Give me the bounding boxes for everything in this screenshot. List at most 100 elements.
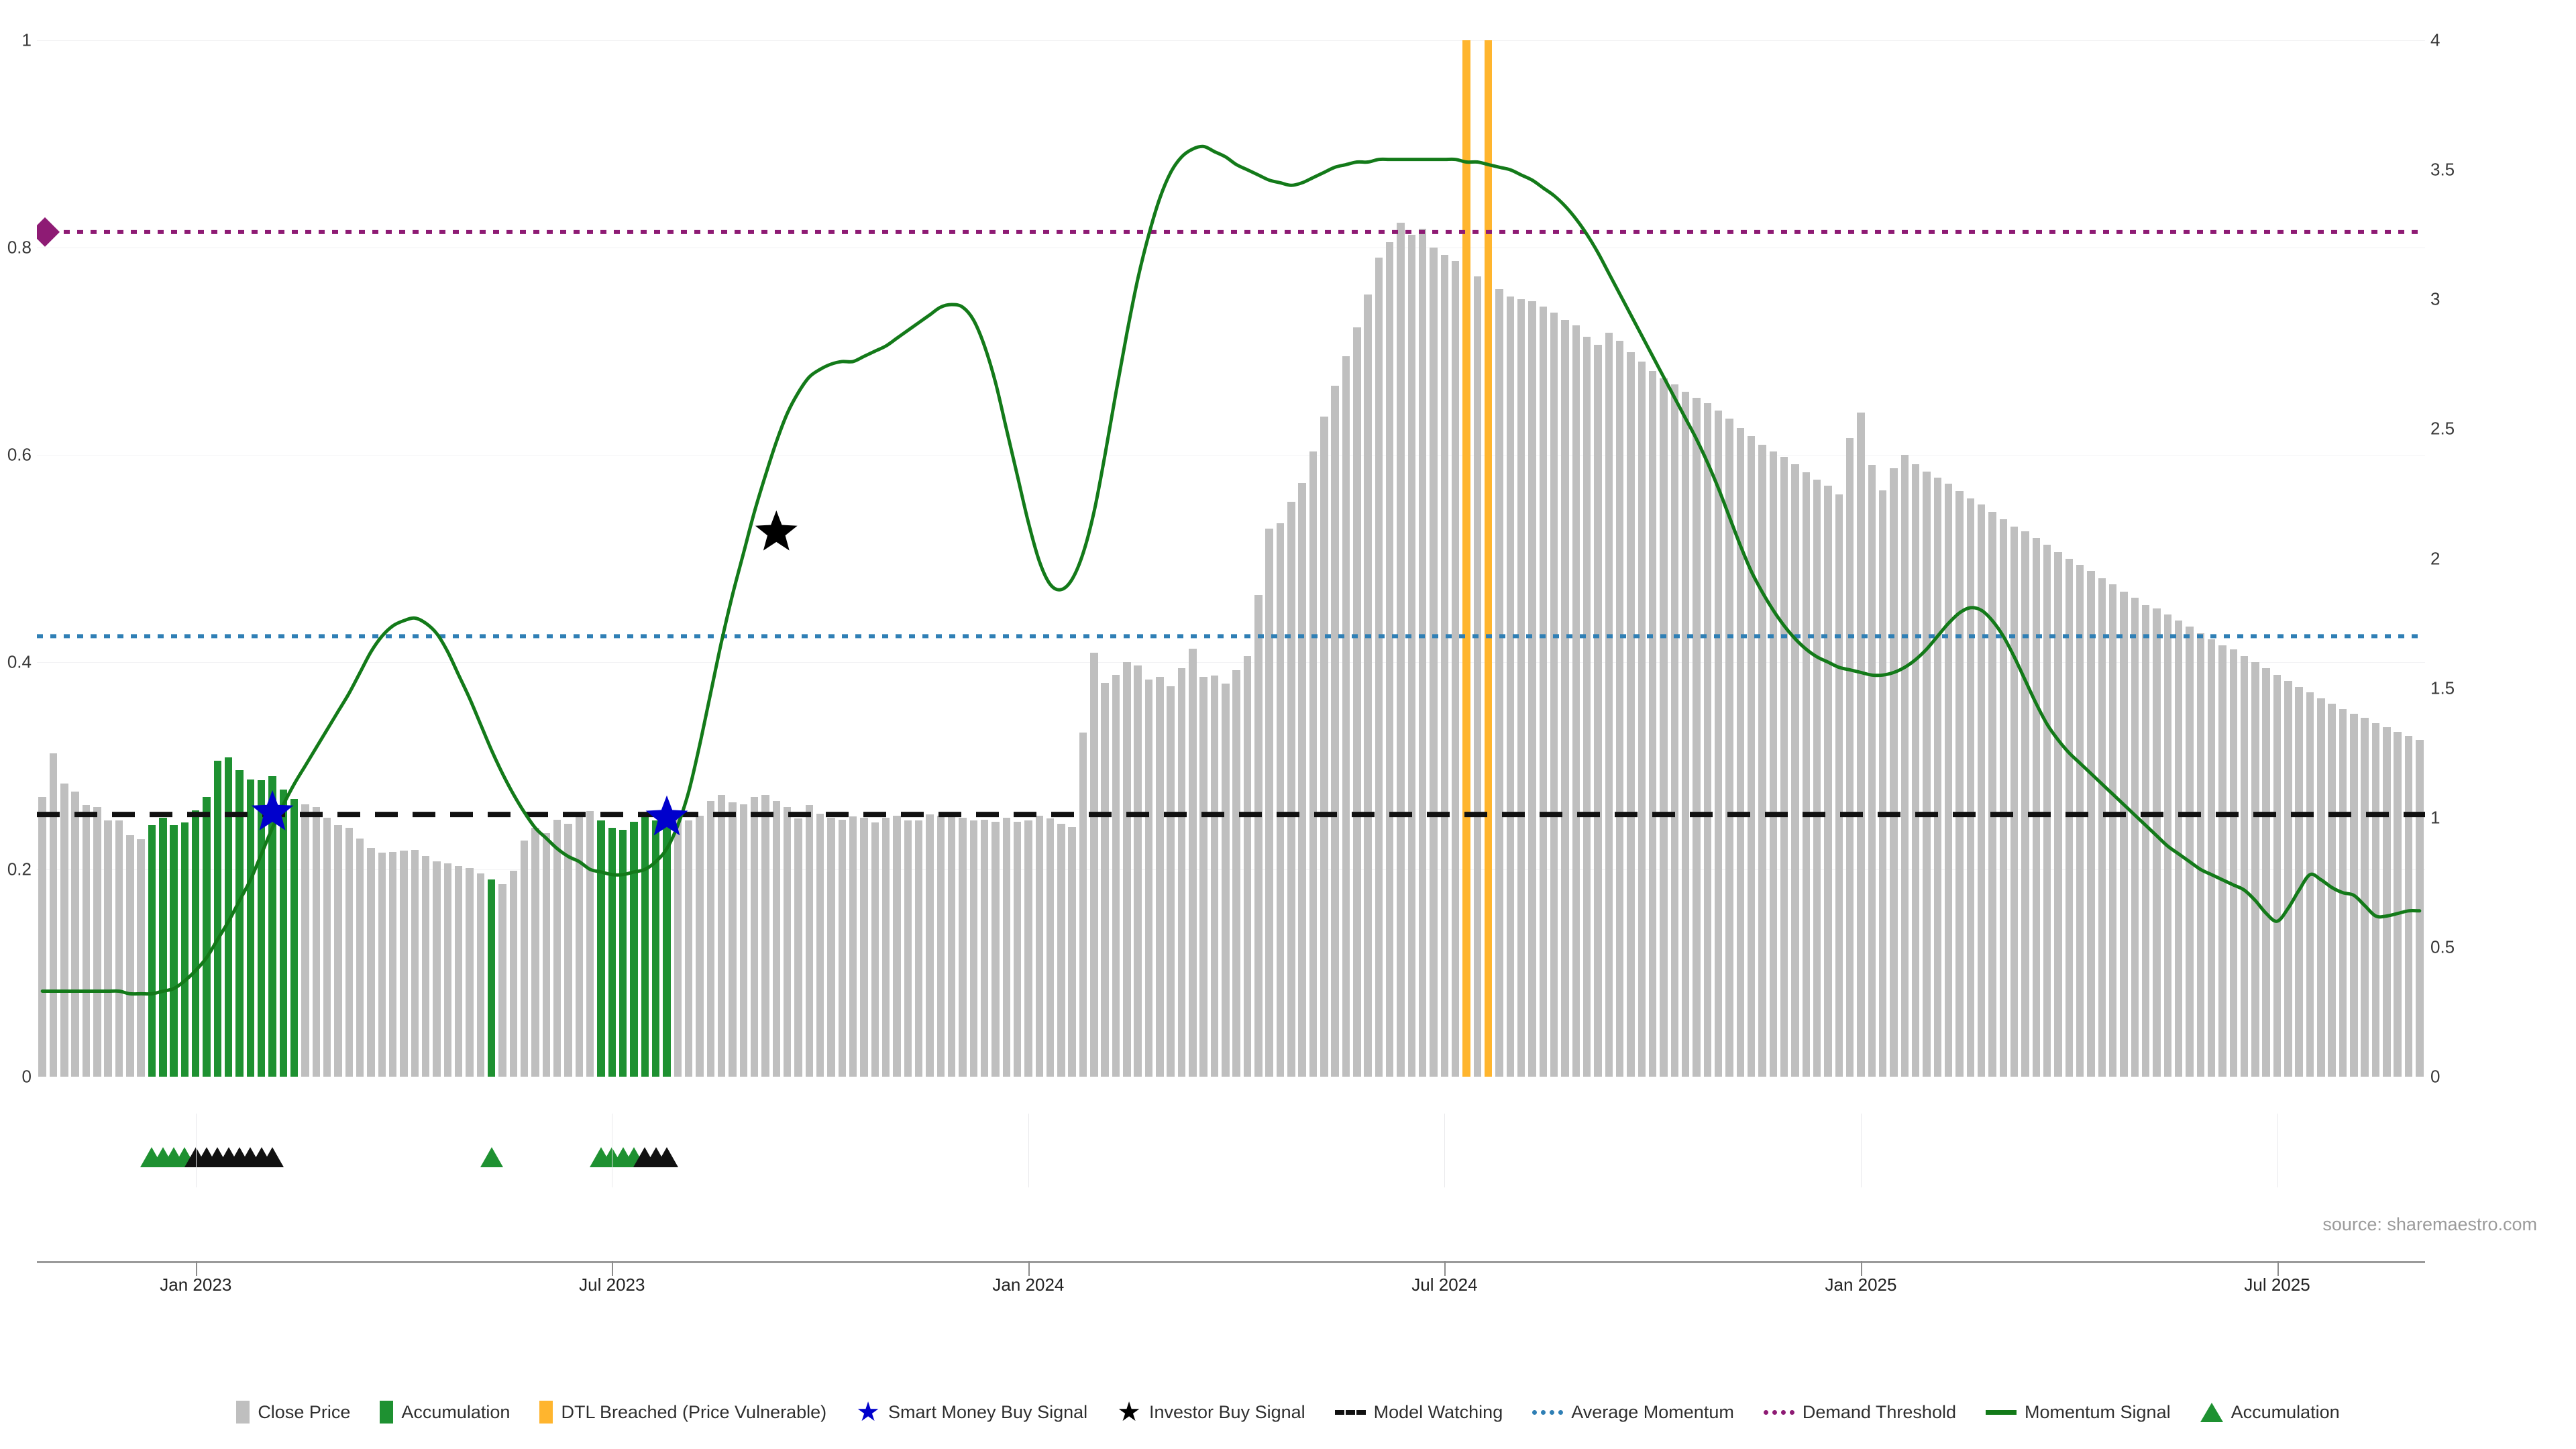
close-price-bar <box>2394 731 2402 1077</box>
close-price-bar <box>2010 526 2019 1077</box>
legend-swatch-star-icon: ★ <box>856 1397 880 1427</box>
legend-accumulation-marker[interactable]: Accumulation <box>2200 1402 2340 1423</box>
close-price-bar <box>1419 229 1427 1077</box>
close-price-bar <box>969 820 977 1077</box>
close-price-bar <box>531 828 539 1077</box>
source-note: source: sharemaestro.com <box>2322 1214 2537 1234</box>
legend-demand-threshold[interactable]: Demand Threshold <box>1763 1402 1956 1423</box>
close-price-bar <box>1583 336 1591 1077</box>
close-price-bar <box>1386 242 1394 1077</box>
close-price-bar <box>312 807 321 1077</box>
right-axis-tick-label: 2.5 <box>2430 418 2455 439</box>
close-price-bar <box>466 868 474 1077</box>
close-price-bar <box>1802 472 1811 1077</box>
close-price-bar <box>729 802 737 1077</box>
close-price-bar <box>2350 714 2358 1077</box>
right-axis-tick-label: 0.5 <box>2430 936 2455 957</box>
close-price-bar <box>947 816 956 1077</box>
close-price-bar <box>1714 410 1723 1077</box>
close-price-bar <box>2087 571 2095 1077</box>
close-price-bar <box>1046 818 1055 1077</box>
close-price-bar <box>936 815 945 1077</box>
close-price-bar <box>1265 528 1273 1077</box>
close-price-bar <box>1024 820 1032 1077</box>
legend-dtl-breached[interactable]: DTL Breached (Price Vulnerable) <box>539 1401 826 1424</box>
close-price-bar <box>1167 686 1175 1077</box>
close-price-bar <box>38 796 46 1077</box>
legend-smart-money-buy-signal[interactable]: ★ Smart Money Buy Signal <box>856 1399 1087 1426</box>
legend-accumulation-bar[interactable]: Accumulation <box>380 1401 510 1424</box>
close-price-bar <box>706 801 715 1077</box>
close-price-bar <box>816 813 824 1077</box>
marker-strip-tick <box>2277 1114 2278 1187</box>
left-y-axis: 0 0.2 0.4 0.6 0.8 1 <box>0 30 34 1087</box>
close-price-bar <box>1473 276 1482 1077</box>
close-price-bar <box>1780 457 1788 1077</box>
legend-item-label: Accumulation <box>2231 1401 2340 1422</box>
accumulation-bar <box>608 828 616 1077</box>
close-price-bar <box>378 853 386 1077</box>
x-axis-tick <box>1028 1261 1030 1276</box>
close-price-bar <box>443 863 452 1077</box>
legend-average-momentum[interactable]: Average Momentum <box>1532 1402 1734 1423</box>
close-price-bar <box>827 817 835 1077</box>
chart-legend: Close Price Accumulation DTL Breached (Pri… <box>0 1399 2576 1426</box>
right-axis-tick-label: 3 <box>2430 288 2440 309</box>
close-price-bar <box>1210 676 1219 1077</box>
x-axis-tick <box>195 1261 197 1276</box>
accumulation-bar <box>279 790 288 1077</box>
accumulation-bar <box>619 830 627 1077</box>
close-price-bars <box>37 40 2425 1077</box>
close-price-bar <box>1528 301 1536 1077</box>
close-price-bar <box>1725 418 1733 1077</box>
close-price-bar <box>849 816 857 1077</box>
close-price-bar <box>1703 402 1712 1077</box>
close-price-bar <box>871 822 879 1077</box>
legend-investor-buy-signal[interactable]: ★ Investor Buy Signal <box>1117 1399 1305 1426</box>
x-axis-tick <box>1860 1261 1862 1276</box>
close-price-bar <box>1057 824 1065 1077</box>
close-price-bar <box>137 839 145 1077</box>
close-price-bar <box>1857 412 1865 1077</box>
close-price-bar <box>893 815 901 1077</box>
close-price-bar <box>1068 826 1076 1077</box>
close-price-bar <box>2404 735 2413 1077</box>
legend-momentum-signal[interactable]: Momentum Signal <box>1985 1401 2171 1423</box>
close-price-bar <box>411 849 419 1077</box>
legend-item-label: Momentum Signal <box>2024 1401 2171 1422</box>
close-price-bar <box>1013 821 1022 1077</box>
right-axis-tick-label: 0 <box>2430 1066 2440 1087</box>
close-price-bar <box>1627 352 1635 1077</box>
legend-model-watching[interactable]: Model Watching <box>1334 1402 1503 1423</box>
legend-swatch-solid-line <box>1985 1409 2017 1415</box>
close-price-bar <box>60 783 68 1077</box>
close-price-bar <box>2295 687 2303 1077</box>
close-price-bar <box>2416 739 2424 1077</box>
close-price-bar <box>717 794 726 1077</box>
marker-strip-tick <box>1444 1114 1446 1187</box>
close-price-bar <box>1539 307 1548 1077</box>
close-price-bar <box>1407 235 1416 1077</box>
close-price-bar <box>1758 444 1766 1077</box>
close-price-bar <box>2317 698 2325 1077</box>
close-price-bar <box>1144 680 1153 1077</box>
close-price-bar <box>2174 621 2183 1077</box>
close-price-bar <box>1966 498 1974 1077</box>
left-axis-tick-label: 0 <box>21 1066 32 1087</box>
close-price-bar <box>1177 668 1186 1077</box>
close-price-bar <box>1649 370 1657 1077</box>
dtl-breached-bar <box>1485 40 1493 1077</box>
legend-swatch-triangle-icon <box>2200 1402 2223 1422</box>
close-price-bar <box>1189 648 1197 1077</box>
close-price-bar <box>2218 645 2226 1077</box>
close-price-bar <box>1594 345 1602 1077</box>
close-price-bar <box>1845 438 1854 1077</box>
close-price-bar <box>367 847 375 1077</box>
legend-close-price[interactable]: Close Price <box>236 1401 350 1424</box>
close-price-bar <box>794 818 802 1077</box>
accumulation-bar <box>180 822 189 1077</box>
accumulation-bar <box>663 817 671 1077</box>
close-price-bar <box>1769 451 1778 1077</box>
accumulation-bar <box>225 757 233 1077</box>
accumulation-bar <box>290 798 299 1077</box>
